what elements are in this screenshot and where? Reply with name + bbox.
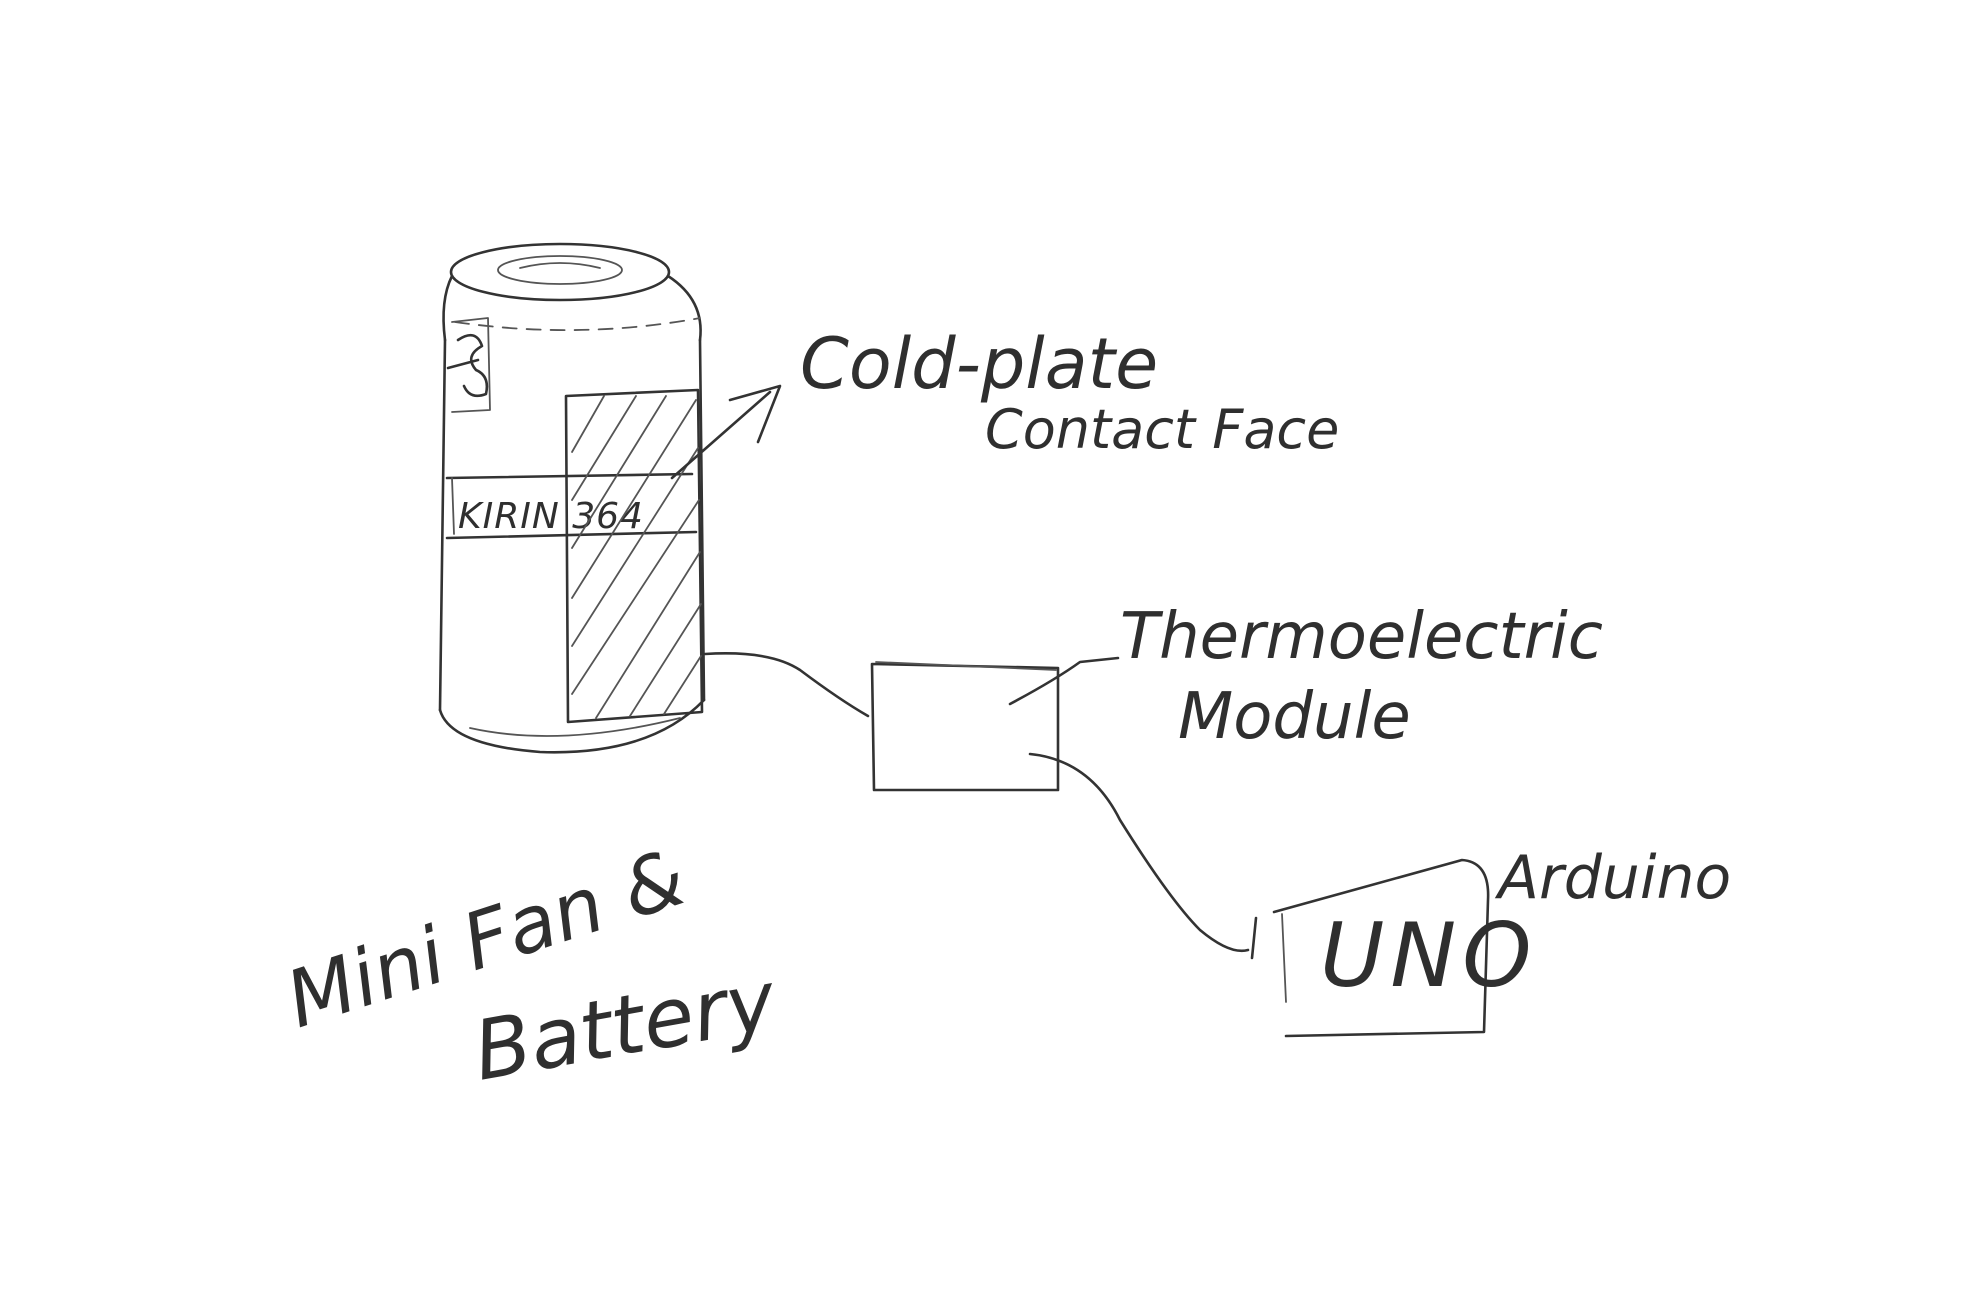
thermo-label-line2: Module [1178, 680, 1411, 754]
arrow-head [728, 384, 782, 444]
can-top-lid [497, 255, 623, 285]
arduino-board-text: UNO [1320, 904, 1538, 1007]
can-left-shoulder [442, 274, 454, 342]
beer-can: KIRIN 364 [438, 242, 706, 754]
arduino-board-left-edge [1281, 913, 1287, 1003]
cold-plate-arrow [670, 384, 782, 480]
cold-plate-label-line1: Cold-plate [800, 323, 1158, 405]
can-logo-frame [451, 317, 491, 413]
can-band-text: KIRIN 364 [458, 496, 644, 537]
can-bottom-rim [469, 717, 681, 737]
can-right-shoulder [666, 274, 702, 342]
thermoelectric-module-box [870, 662, 1060, 792]
arduino-tick-mark [1250, 916, 1258, 960]
can-top-rim [449, 242, 671, 302]
can-logo-mark [446, 333, 489, 398]
cold-plate-hatching [571, 395, 702, 719]
can-label-band-edge [451, 477, 455, 535]
module-leader-line [1008, 656, 1120, 706]
arrow-shaft [670, 390, 772, 480]
arduino-label: Arduino [1494, 843, 1731, 913]
can-pull-tab [519, 262, 601, 269]
can-left-side [438, 338, 447, 712]
cold-plate-rectangle [564, 388, 704, 724]
can-right-side [698, 338, 706, 702]
module-box-sketch-line [875, 661, 1057, 671]
wire-can-to-module [703, 652, 870, 718]
wire-module-to-arduino [1028, 752, 1250, 953]
can-shoulder-line [454, 317, 701, 331]
thermo-label-line1: Thermoelectric [1120, 600, 1603, 674]
can-label-band [445, 472, 698, 540]
cold-plate-label-line2: Contact Face [985, 398, 1339, 461]
can-bottom [438, 698, 706, 754]
arduino-board-outline [1272, 858, 1490, 1038]
